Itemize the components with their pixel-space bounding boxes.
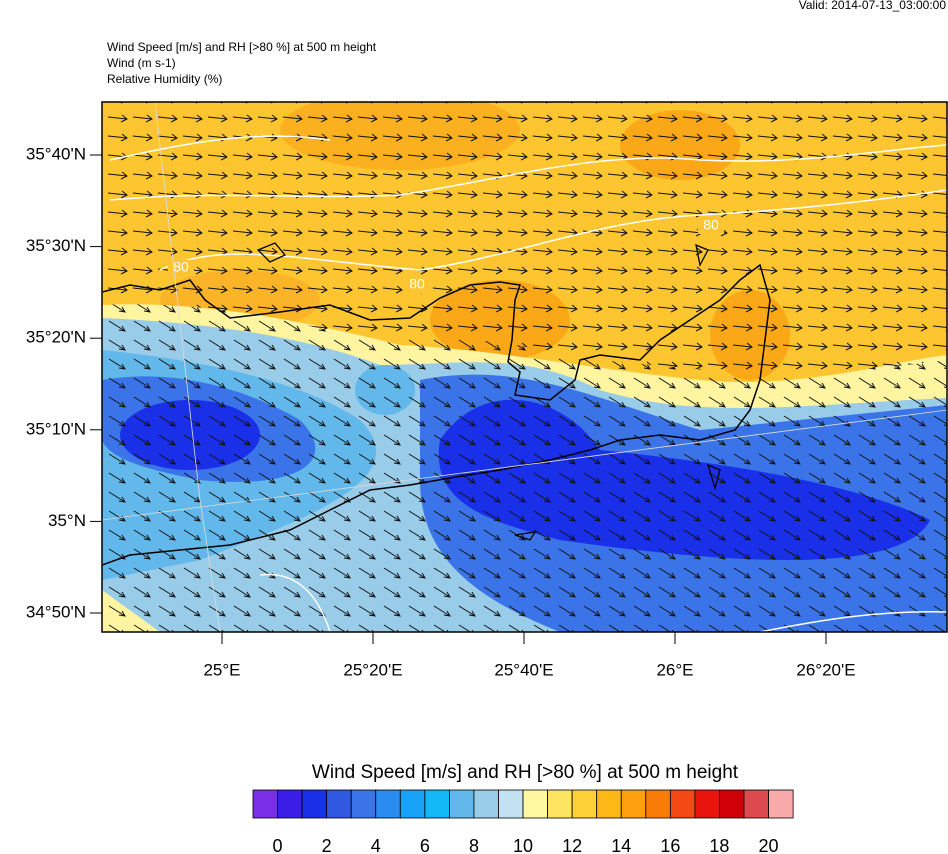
lat-label: 35°N bbox=[48, 511, 86, 530]
colorbar-box bbox=[694, 789, 720, 819]
colorbar-box bbox=[522, 789, 548, 819]
colorbar-box bbox=[571, 789, 598, 819]
colorbar-tick-label: 8 bbox=[469, 836, 479, 854]
colorbar-tick-label: 12 bbox=[562, 836, 582, 854]
colorbar-box bbox=[645, 789, 671, 819]
colorbar-tick-label: 14 bbox=[611, 836, 631, 854]
colorbar-box bbox=[768, 789, 794, 819]
header-line: Wind Speed [m/s] and RH [>80 %] at 500 m… bbox=[107, 40, 377, 54]
colorbar-box bbox=[620, 789, 647, 819]
colorbar-box bbox=[277, 789, 303, 819]
lon-label: 25°E bbox=[203, 660, 240, 679]
colorbar-tick-label: 20 bbox=[759, 836, 779, 854]
lat-label: 35°30'N bbox=[26, 236, 86, 255]
map-field: 80 80 80 bbox=[102, 102, 947, 632]
lat-label: 35°40'N bbox=[26, 144, 86, 163]
valid-time: Valid: 2014-07-13_03:00:00 bbox=[799, 0, 947, 12]
lat-label: 35°20'N bbox=[26, 328, 86, 347]
lon-label: 26°E bbox=[656, 660, 693, 679]
colorbar-box bbox=[301, 789, 328, 819]
colorbar-title: Wind Speed [m/s] and RH [>80 %] at 500 m… bbox=[312, 762, 739, 783]
colorbar-box bbox=[473, 789, 499, 819]
colorbar-tick-label: 4 bbox=[371, 836, 381, 854]
colorbar-box bbox=[596, 789, 622, 819]
contour-label: 80 bbox=[173, 259, 189, 275]
colorbar-box bbox=[743, 789, 769, 819]
colorbar-box bbox=[448, 789, 475, 819]
lat-label: 35°10'N bbox=[26, 419, 86, 438]
colorbar-tick-label: 2 bbox=[322, 836, 332, 854]
colorbar-tick-label: 0 bbox=[273, 836, 283, 854]
colorbar-box bbox=[326, 789, 352, 819]
lon-label: 26°20'E bbox=[796, 660, 855, 679]
colorbar-box bbox=[547, 789, 573, 819]
colorbar-box bbox=[424, 789, 450, 819]
colorbar-box bbox=[669, 789, 696, 819]
contour-label: 80 bbox=[409, 276, 425, 292]
colorbar-box bbox=[719, 789, 745, 819]
colorbar-box bbox=[252, 789, 278, 819]
header-line: Wind (m s-1) bbox=[107, 56, 176, 70]
colorbar-box bbox=[350, 789, 377, 819]
colorbar-box bbox=[375, 789, 401, 819]
colorbar-tick-label: 18 bbox=[709, 836, 729, 854]
colorbar-tick-label: 10 bbox=[513, 836, 533, 854]
colorbar-tick-label: 6 bbox=[420, 836, 430, 854]
colorbar-box bbox=[498, 789, 524, 819]
colorbar-tick-label: 16 bbox=[660, 836, 680, 854]
header-line: Relative Humidity (%) bbox=[107, 72, 222, 86]
lon-label: 25°20'E bbox=[343, 660, 402, 679]
contour-label: 80 bbox=[703, 217, 719, 233]
lon-label: 25°40'E bbox=[494, 660, 553, 679]
lat-label: 34°50'N bbox=[26, 602, 86, 621]
colorbar-box bbox=[399, 789, 426, 819]
